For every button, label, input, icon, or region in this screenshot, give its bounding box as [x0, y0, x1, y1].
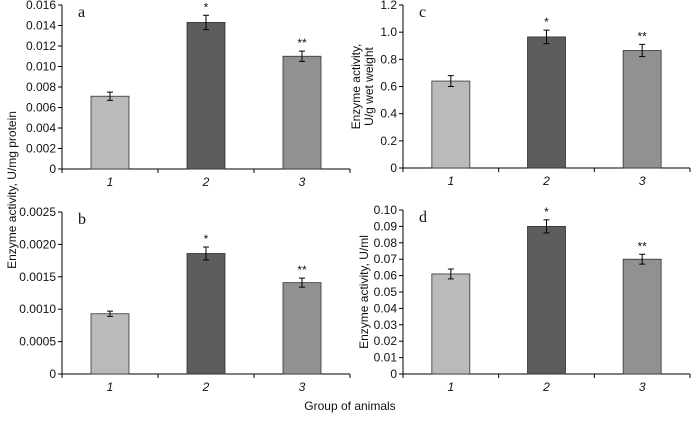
panel-a: 0 0.002 0.004 0.006 0.008 0.010 0.012 0.014 0.01…	[26, 0, 351, 189]
panel-d: 0 0.01 0.02 0.03 0.04 0.05 0.06 0.07 0.08 0.09 0.1…	[357, 203, 691, 394]
y-tick-label: 0.05	[374, 285, 398, 299]
bar-d-2	[527, 225, 566, 375]
y-tick-label: 0.0020	[19, 237, 56, 251]
significance-mark: *	[204, 0, 209, 14]
y-tick-label: 0.01	[374, 351, 398, 365]
y-axis-title: U/g wet weight	[362, 46, 376, 125]
bar-c-3	[622, 50, 662, 169]
panel-label: d	[419, 209, 427, 226]
y-tick-label: 0.07	[374, 252, 398, 266]
bar-a-1	[90, 95, 130, 170]
x-tick-label: 1	[447, 380, 454, 394]
significance-mark: **	[637, 239, 647, 253]
y-tick-label: 0.08	[374, 236, 398, 250]
y-axis-title: Enzyme activity, U/ml	[357, 235, 371, 349]
y-tick-label: 0	[49, 367, 56, 381]
bar-b-1	[90, 313, 130, 375]
y-tick-label: 0.010	[26, 60, 56, 74]
y-tick-label: 0.002	[26, 142, 56, 156]
x-tick-label: 2	[202, 175, 210, 189]
x-tick-label: 1	[107, 175, 114, 189]
bar-c-1	[431, 80, 471, 169]
y-tick-label: 0.4	[380, 107, 397, 121]
x-tick-label: 3	[639, 380, 646, 394]
significance-mark: **	[297, 36, 307, 50]
bar-b-3	[282, 282, 322, 375]
y-tick-label: 0	[49, 162, 56, 176]
y-tick-label: 0.0025	[19, 205, 56, 219]
y-tick-label: 0.004	[26, 121, 56, 135]
bar-a-2	[186, 22, 226, 170]
shared-y-axis-title: Enzyme activity, U/mg protein	[5, 111, 19, 269]
x-tick-label: 3	[299, 380, 306, 394]
y-tick-label: 0.0005	[19, 335, 56, 349]
y-tick-label: 0.016	[26, 0, 56, 12]
significance-mark: *	[544, 15, 549, 29]
y-tick-label: 0.014	[26, 19, 56, 33]
y-tick-label: 0.0010	[19, 302, 56, 316]
y-tick-label: 0.2	[380, 134, 397, 148]
y-tick-label: 0.012	[26, 39, 56, 53]
significance-mark: *	[544, 205, 549, 219]
y-tick-label: 1.2	[380, 0, 397, 12]
significance-mark: **	[297, 263, 307, 277]
y-axis-title: Enzyme activity,	[349, 44, 363, 130]
bar-d-1	[431, 273, 471, 375]
y-tick-label: 0.0015	[19, 270, 56, 284]
bar-c-2	[527, 36, 566, 169]
x-tick-label: 2	[542, 380, 550, 394]
x-tick-label: 1	[107, 380, 114, 394]
x-tick-label: 2	[202, 380, 210, 394]
bar-a-3	[282, 55, 322, 170]
x-tick-label: 3	[299, 175, 306, 189]
panel-label: c	[419, 4, 426, 21]
y-tick-label: 1.0	[380, 25, 397, 39]
panel-label: a	[78, 4, 85, 21]
panel-c: 0 0.2 0.4 0.6 0.8 1.0 1.2 1 * 2 ** 3 c Enzyme activit…	[349, 0, 691, 188]
panel-b: 0 0.0005 0.0010 0.0015 0.0020 0.0025 1 * 2 ** 3 b	[19, 205, 351, 394]
significance-mark: **	[637, 29, 647, 43]
y-tick-label: 0.006	[26, 101, 56, 115]
bar-d-3	[622, 258, 662, 375]
y-tick-label: 0.09	[374, 219, 398, 233]
x-tick-label: 3	[639, 174, 646, 188]
x-axis-title: Group of animals	[304, 399, 395, 413]
y-tick-label: 0.008	[26, 80, 56, 94]
panel-label: b	[78, 211, 86, 228]
y-tick-label: 0.04	[374, 301, 398, 315]
y-tick-label: 0.02	[374, 334, 398, 348]
x-tick-label: 1	[447, 174, 454, 188]
y-tick-label: 0	[390, 161, 397, 175]
significance-mark: *	[204, 232, 209, 246]
bar-b-2	[186, 253, 226, 375]
y-tick-label: 0	[390, 367, 397, 381]
y-tick-label: 0.8	[380, 52, 397, 66]
x-tick-label: 2	[542, 174, 550, 188]
y-tick-label: 0.6	[380, 80, 397, 94]
y-tick-label: 0.03	[374, 318, 398, 332]
y-tick-label: 0.10	[374, 203, 398, 217]
y-tick-label: 0.06	[374, 269, 398, 283]
